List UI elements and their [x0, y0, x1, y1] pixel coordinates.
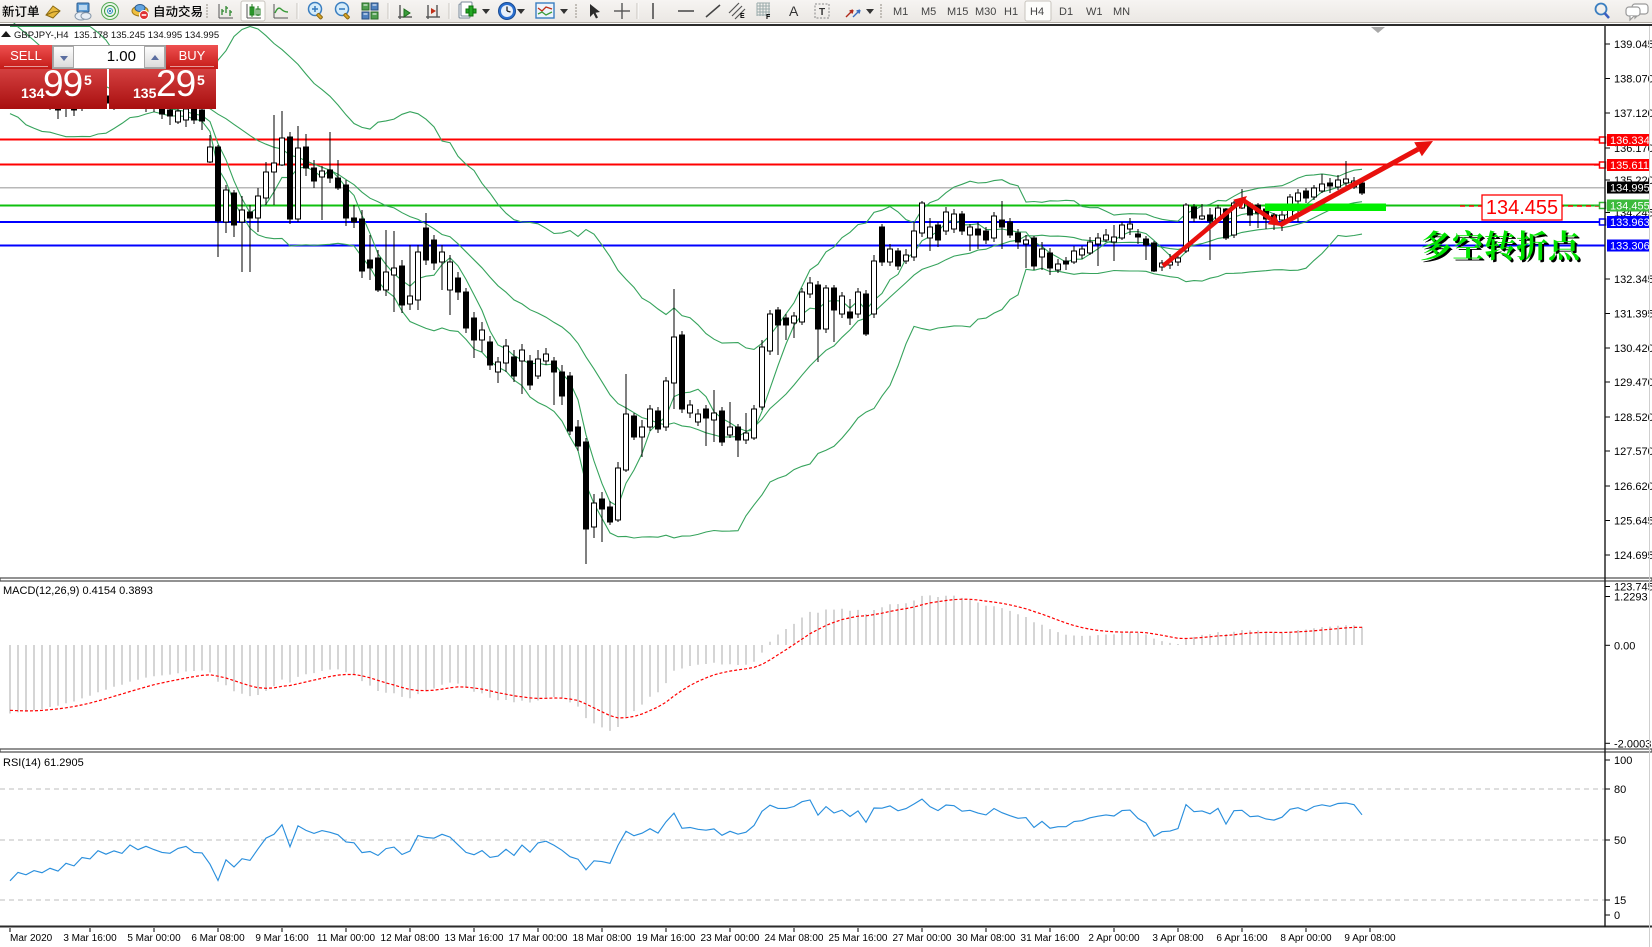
- svg-text:A: A: [789, 3, 799, 19]
- svg-text:12 Mar 08:00: 12 Mar 08:00: [381, 933, 440, 944]
- svg-text:123.745: 123.745: [1614, 582, 1652, 594]
- svg-text:80: 80: [1614, 784, 1626, 796]
- svg-text:23 Mar 00:00: 23 Mar 00:00: [701, 933, 760, 944]
- svg-text:6 Apr 16:00: 6 Apr 16:00: [1216, 933, 1268, 944]
- svg-text:128.520: 128.520: [1614, 412, 1652, 424]
- svg-text:126.620: 126.620: [1614, 481, 1652, 493]
- svg-text:135.611: 135.611: [1610, 160, 1649, 172]
- svg-text:F: F: [766, 14, 771, 21]
- svg-text:137.120: 137.120: [1614, 108, 1652, 120]
- svg-text:50: 50: [1614, 835, 1626, 847]
- svg-text:3 Mar 16:00: 3 Mar 16:00: [63, 933, 117, 944]
- svg-text:5 Mar 00:00: 5 Mar 00:00: [127, 933, 181, 944]
- svg-text:RSI(14) 61.2905: RSI(14) 61.2905: [3, 757, 84, 769]
- svg-text:0.00: 0.00: [1614, 640, 1635, 652]
- svg-text:136.334: 136.334: [1610, 135, 1650, 147]
- svg-text:134.995: 134.995: [1610, 183, 1650, 195]
- svg-text:134.455: 134.455: [1486, 197, 1558, 219]
- svg-text:8 Apr 00:00: 8 Apr 00:00: [1280, 933, 1332, 944]
- svg-text:9 Mar 16:00: 9 Mar 16:00: [255, 933, 309, 944]
- svg-text:124.695: 124.695: [1614, 550, 1652, 562]
- svg-text:15: 15: [1614, 895, 1626, 907]
- svg-text:GBPJPY-,H4 135.178 135.245 13: GBPJPY-,H4 135.178 135.245 134.995 134.9…: [14, 30, 219, 41]
- svg-text:M30: M30: [975, 6, 996, 18]
- svg-text:M15: M15: [947, 6, 968, 18]
- svg-text:T: T: [819, 7, 825, 18]
- svg-text:6 Mar 08:00: 6 Mar 08:00: [191, 933, 245, 944]
- svg-text:M1: M1: [893, 6, 908, 18]
- svg-text:M5: M5: [921, 6, 936, 18]
- svg-text:133.963: 133.963: [1610, 217, 1650, 229]
- svg-text:25 Mar 16:00: 25 Mar 16:00: [829, 933, 888, 944]
- svg-text:24 Mar 08:00: 24 Mar 08:00: [765, 933, 824, 944]
- svg-text:2 Apr 00:00: 2 Apr 00:00: [1088, 933, 1140, 944]
- svg-text:1.2293: 1.2293: [1614, 592, 1648, 604]
- svg-text:127.570: 127.570: [1614, 446, 1652, 458]
- svg-text:MN: MN: [1113, 6, 1130, 18]
- svg-text:13 Mar 16:00: 13 Mar 16:00: [445, 933, 504, 944]
- svg-text:E: E: [740, 13, 745, 20]
- svg-text:125.645: 125.645: [1614, 516, 1652, 528]
- svg-text:19 Mar 16:00: 19 Mar 16:00: [637, 933, 696, 944]
- svg-text:132.345: 132.345: [1614, 274, 1652, 286]
- svg-text:27 Mar 00:00: 27 Mar 00:00: [893, 933, 952, 944]
- svg-text:130.420: 130.420: [1614, 343, 1652, 355]
- svg-text:D1: D1: [1059, 6, 1073, 18]
- svg-text:H1: H1: [1004, 6, 1018, 18]
- svg-text:W1: W1: [1086, 6, 1103, 18]
- svg-text:H4: H4: [1030, 6, 1044, 18]
- svg-text:138.070: 138.070: [1614, 74, 1652, 86]
- svg-text:100: 100: [1614, 755, 1632, 767]
- svg-text:131.395: 131.395: [1614, 309, 1652, 321]
- svg-text:11 Mar 00:00: 11 Mar 00:00: [317, 933, 376, 944]
- svg-text:30 Mar 08:00: 30 Mar 08:00: [957, 933, 1016, 944]
- svg-text:9 Apr 08:00: 9 Apr 08:00: [1344, 933, 1396, 944]
- svg-text:18 Mar 08:00: 18 Mar 08:00: [573, 933, 632, 944]
- svg-text:17 Mar 00:00: 17 Mar 00:00: [509, 933, 568, 944]
- svg-text:31 Mar 16:00: 31 Mar 16:00: [1021, 933, 1080, 944]
- svg-text:Mar 2020: Mar 2020: [10, 933, 53, 944]
- svg-text:134.455: 134.455: [1610, 201, 1650, 213]
- svg-text:129.470: 129.470: [1614, 377, 1652, 389]
- svg-text:133.306: 133.306: [1610, 241, 1650, 253]
- svg-text:3 Apr 08:00: 3 Apr 08:00: [1152, 933, 1204, 944]
- svg-text:-2.0003: -2.0003: [1614, 738, 1651, 750]
- svg-text:139.045: 139.045: [1614, 39, 1652, 51]
- svg-text:0: 0: [1614, 910, 1620, 922]
- svg-text:MACD(12,26,9) 0.4154 0.3893: MACD(12,26,9) 0.4154 0.3893: [3, 585, 153, 597]
